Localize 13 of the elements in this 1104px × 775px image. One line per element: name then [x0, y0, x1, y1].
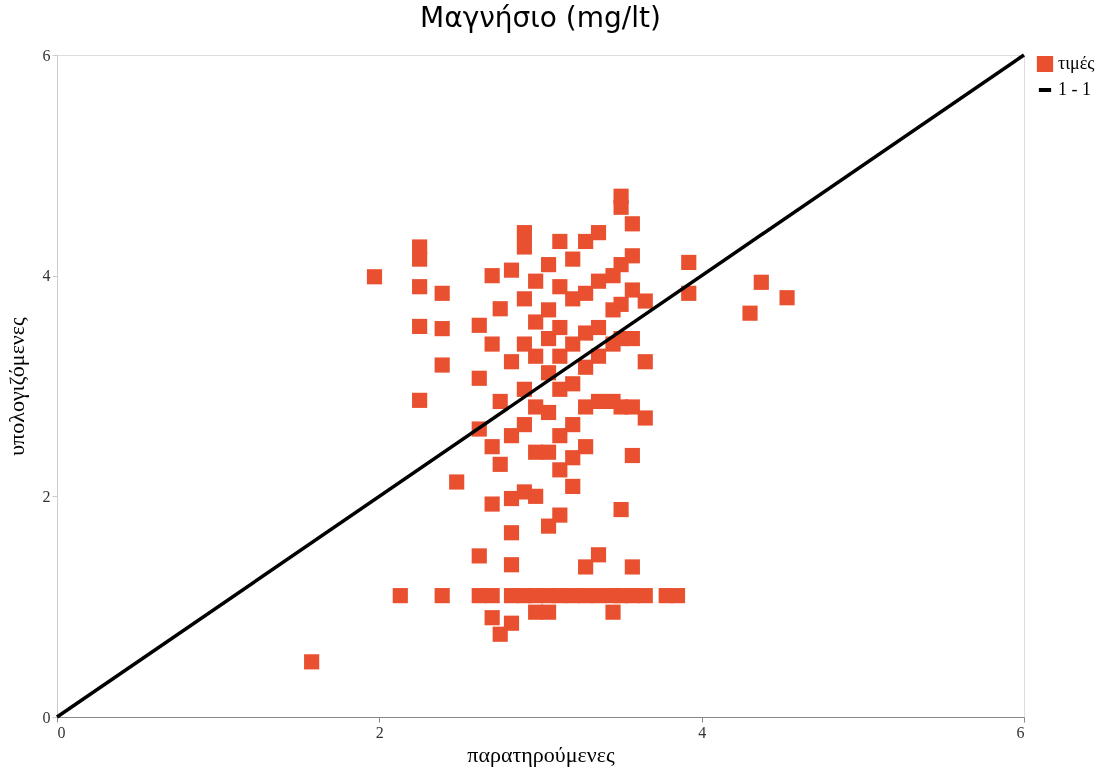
y-tick-label: 6: [42, 46, 51, 64]
x-axis-title: παρατηρούμενες: [467, 741, 615, 767]
x-tick-label: 6: [1016, 723, 1025, 741]
legend-label: 1 - 1: [1058, 79, 1091, 99]
x-tick-label: 2: [375, 723, 384, 741]
y-tick-label: 2: [42, 487, 51, 505]
x-tick-label: 0: [57, 723, 66, 741]
y-axis-title: υπολογιζόμενες: [3, 316, 29, 456]
chart-title: Μαγνήσιο (mg/lt): [420, 1, 661, 34]
y-tick-label: 4: [42, 267, 51, 285]
y-tick-label: 0: [42, 708, 51, 726]
legend-label: τιμές: [1058, 53, 1095, 73]
x-tick-label: 4: [698, 723, 707, 741]
